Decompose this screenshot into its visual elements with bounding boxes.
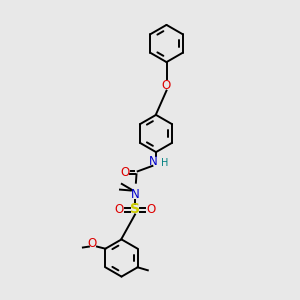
Text: O: O: [115, 202, 124, 216]
Text: O: O: [146, 202, 155, 216]
Text: N: N: [130, 188, 140, 201]
Text: O: O: [87, 237, 97, 250]
Text: N: N: [148, 154, 158, 168]
Text: O: O: [162, 79, 171, 92]
Text: H: H: [161, 158, 168, 169]
Text: S: S: [130, 202, 140, 216]
Text: O: O: [121, 166, 130, 179]
